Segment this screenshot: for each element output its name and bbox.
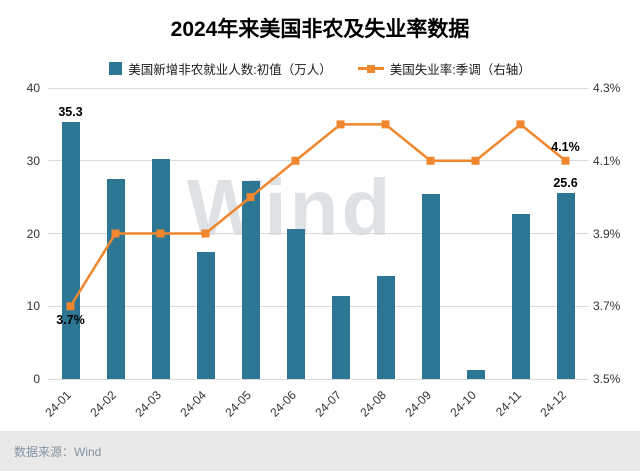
data-label: 25.6: [553, 175, 578, 190]
line-marker-24-05: [246, 193, 255, 202]
line-marker-24-10: [471, 156, 480, 165]
line-marker-24-06: [291, 156, 300, 165]
left-axis-tick-label: 10: [26, 299, 40, 314]
line-marker-24-01: [66, 302, 75, 311]
left-axis: 0 10 20 30 40: [0, 81, 40, 386]
right-axis-tick-label: 3.7%: [593, 299, 621, 314]
right-axis: 3.5% 3.7% 3.9% 4.1% 4.3%: [593, 81, 639, 386]
bar-24-03: [151, 158, 170, 379]
data-label: 3.7%: [56, 313, 85, 328]
line-marker-24-02: [111, 229, 120, 238]
legend-label-nonfarm: 美国新增非农就业人数:初值（万人）: [128, 63, 332, 77]
footer-bar: 数据来源：Wind: [0, 431, 640, 471]
bar-24-06: [286, 229, 305, 379]
line-marker-24-12: [561, 156, 570, 165]
gridline: [48, 305, 588, 307]
right-axis-tick-label: 3.5%: [593, 372, 621, 386]
right-axis-tick-label: 4.3%: [593, 81, 621, 95]
data-label: 35.3: [58, 105, 83, 120]
chart-title: 2024年来美国非农及失业率数据: [170, 18, 470, 41]
legend-item-nonfarm: 美国新增非农就业人数:初值（万人）: [109, 59, 332, 78]
bar-24-10: [466, 370, 485, 379]
gridline: [48, 87, 588, 89]
legend-line-marker: [366, 64, 375, 73]
line-marker-24-09: [426, 156, 435, 165]
data-source-label: 数据来源：Wind: [14, 444, 102, 459]
bar-24-08: [376, 275, 395, 379]
x-axis: 24-01 24-02 24-03 24-04 24-05 24-06 24-07 24-08…: [42, 386, 588, 431]
line-marker-24-03: [156, 229, 165, 238]
line-marker-24-04: [201, 229, 210, 238]
bar-24-04: [196, 251, 215, 379]
legend-bar-swatch: [109, 62, 123, 75]
right-axis-tick-label: 4.1%: [593, 153, 621, 168]
gridline: [48, 233, 588, 234]
data-label: 4.1%: [551, 139, 580, 154]
right-axis-tick-label: 3.9%: [593, 226, 621, 241]
line-marker-24-11: [516, 120, 525, 129]
left-axis-tick-label: 30: [26, 153, 40, 168]
unemployment-line: [69, 123, 567, 307]
line-marker-24-08: [381, 120, 390, 129]
plot-area: 35.3 25.6 3.7% 4.1%: [48, 87, 588, 380]
bar-24-02: [106, 178, 125, 379]
left-axis-tick-label: 0: [33, 372, 40, 386]
legend-label-unemployment: 美国失业率:季调（右轴）: [389, 63, 531, 77]
line-marker-24-07: [336, 120, 345, 129]
unemployment-line-layer: [66, 120, 570, 311]
bar-24-12: [556, 192, 575, 379]
legend: 美国新增非农就业人数:初值（万人） 美国失业率:季调（右轴）: [0, 59, 640, 78]
bar-24-05: [241, 181, 260, 379]
left-axis-tick-label: 20: [26, 226, 40, 241]
bar-24-09: [421, 194, 440, 379]
legend-line-swatch: [357, 64, 384, 73]
bar-24-11: [511, 213, 530, 379]
bar-24-07: [331, 296, 350, 379]
legend-item-unemployment: 美国失业率:季调（右轴）: [357, 59, 531, 78]
bar-24-01: [61, 122, 80, 379]
gridline: [48, 378, 588, 380]
gridline: [48, 160, 588, 162]
left-axis-tick-label: 40: [26, 81, 40, 95]
